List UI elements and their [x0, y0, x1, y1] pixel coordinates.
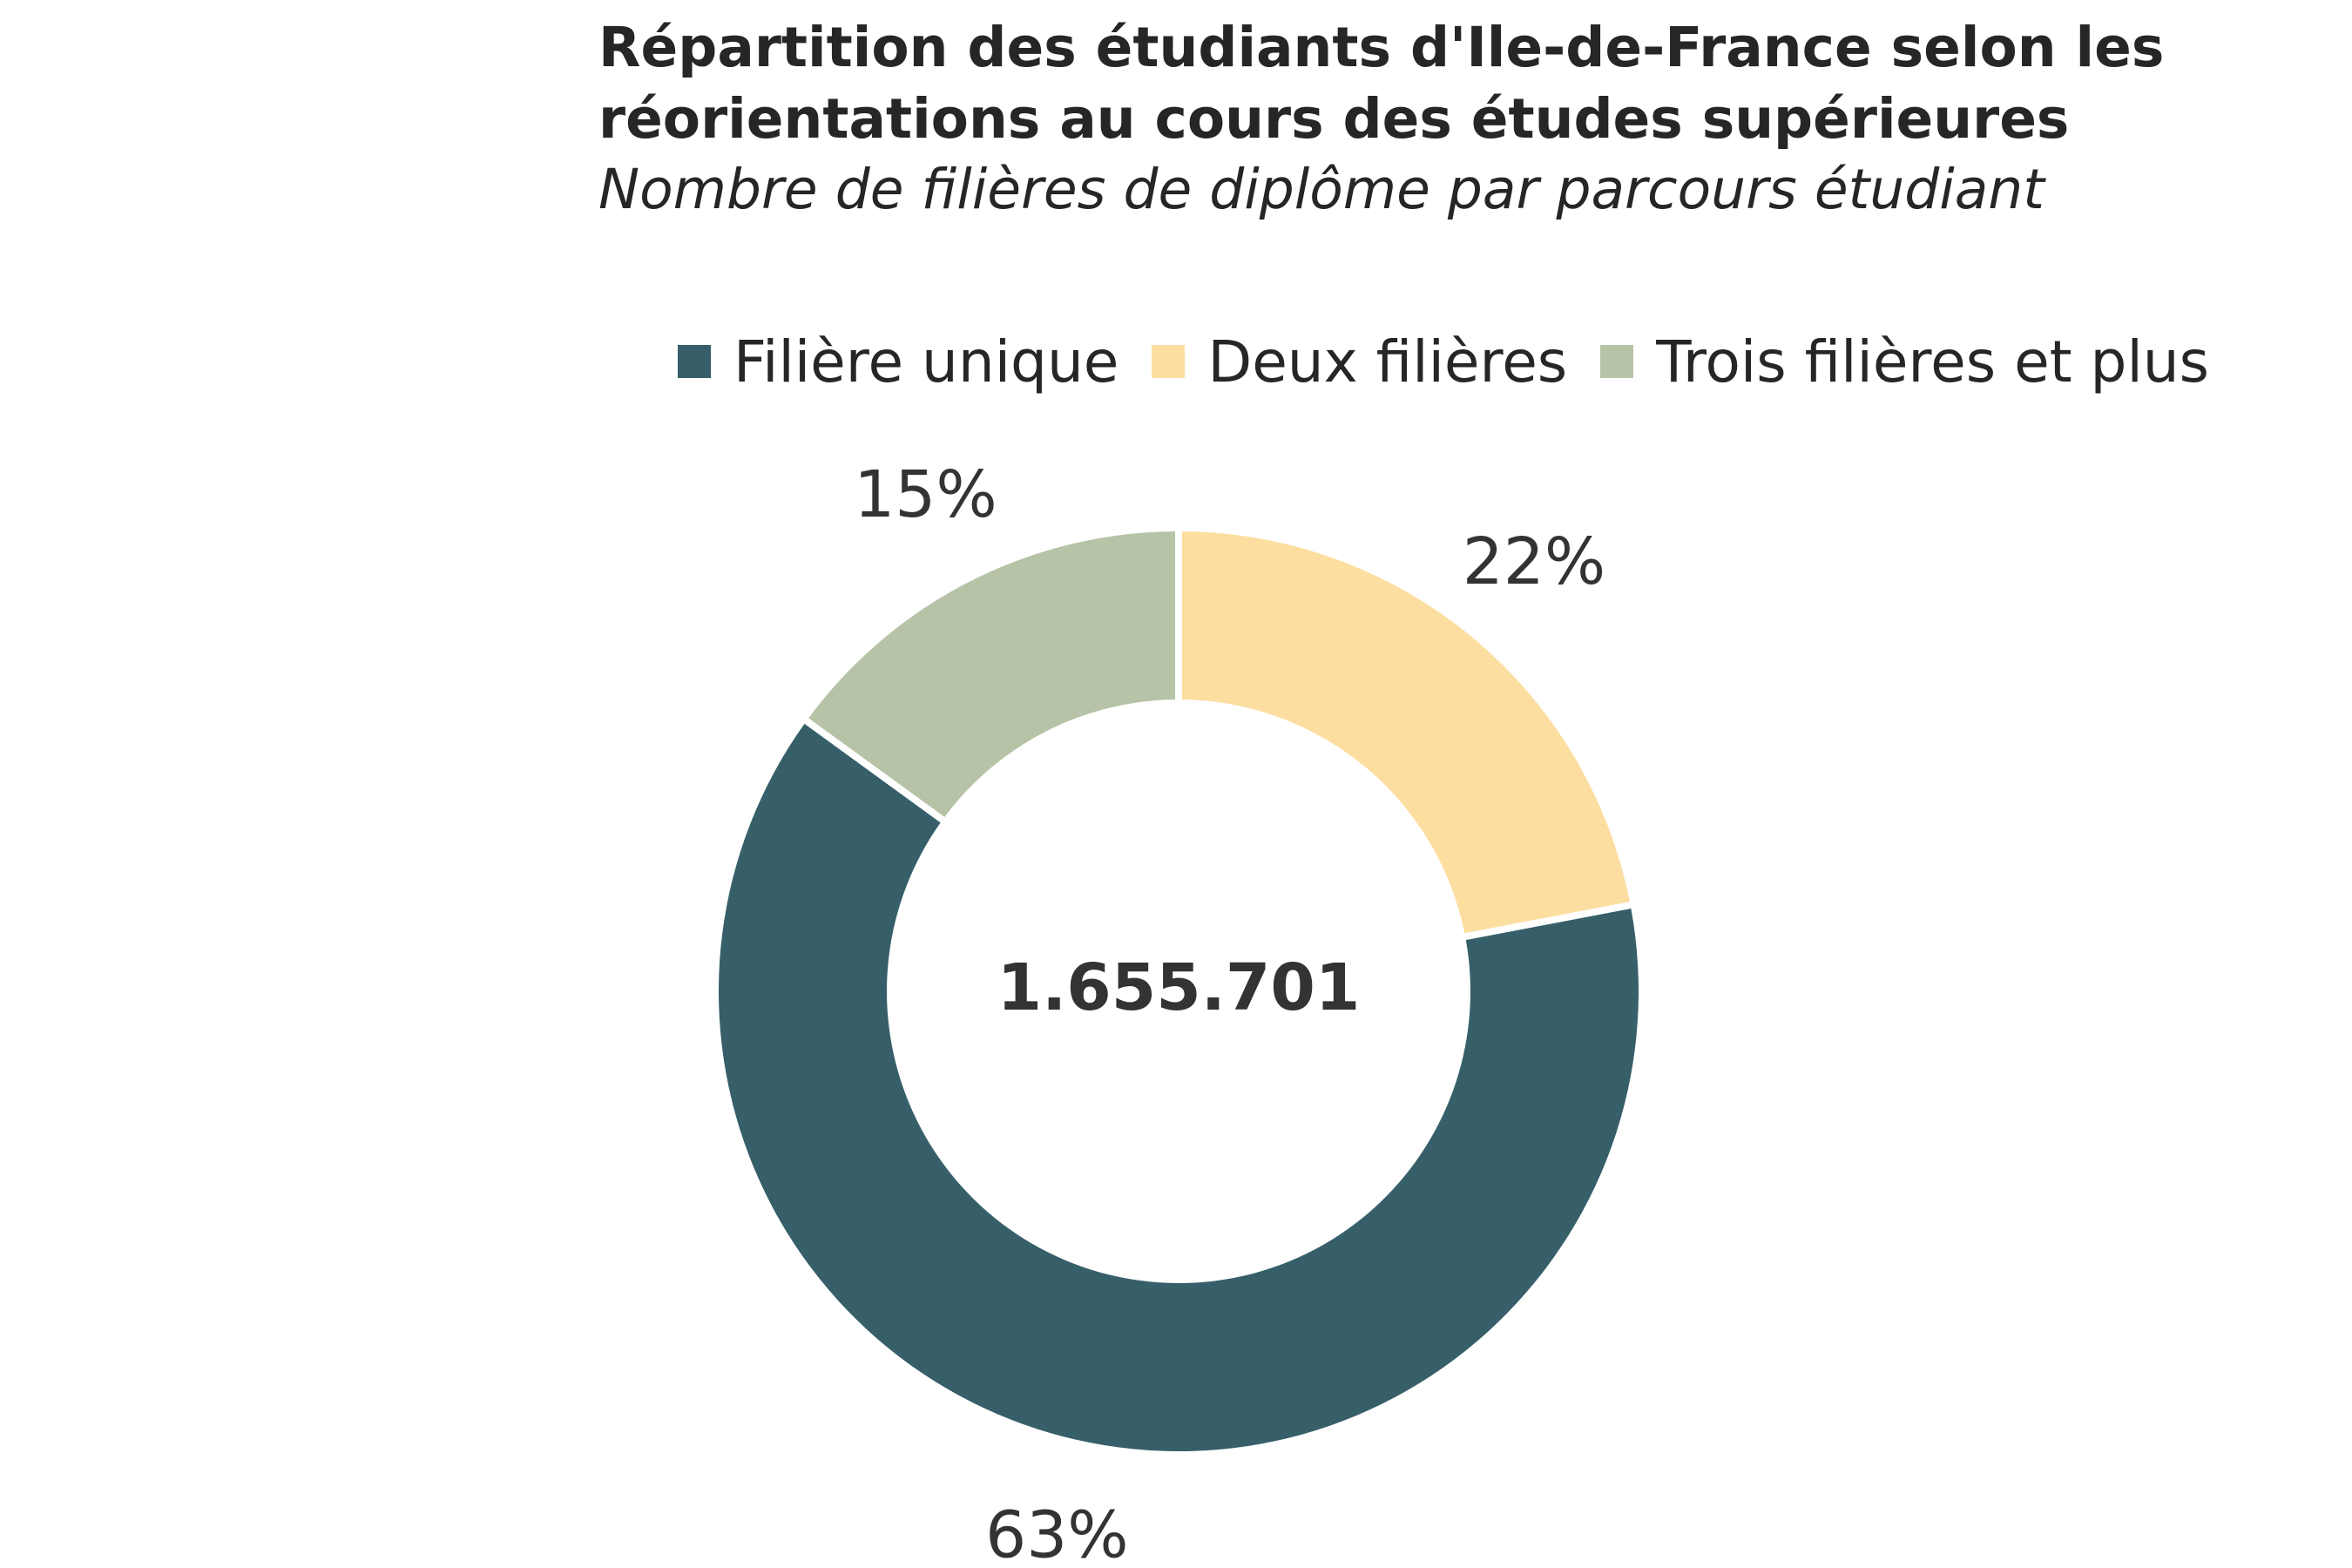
legend-swatch-trois-filieres	[1600, 345, 1634, 378]
legend-item-trois-filieres[interactable]: Trois filières et plus	[1600, 328, 2209, 395]
donut-slice-deux-filieres[interactable]	[1181, 531, 1630, 934]
legend-label-filiere-unique: Filière unique	[733, 328, 1119, 395]
donut-center-total: 1.655.701	[997, 950, 1361, 1025]
chart-title-line-2: réorientations au cours des études supér…	[598, 87, 2070, 151]
legend-item-filiere-unique[interactable]: Filière unique	[678, 328, 1119, 395]
chart-title-line-1: Répartition des étudiants d'Ile-de-Franc…	[598, 16, 2165, 79]
legend-swatch-filiere-unique	[678, 345, 711, 378]
chart-subtitle: Nombre de filières de diplôme par parcou…	[598, 158, 2044, 221]
legend-label-deux-filieres: Deux filières	[1207, 328, 1568, 395]
legend-label-trois-filieres: Trois filières et plus	[1656, 328, 2210, 395]
chart-header: Répartition des étudiants d'Ile-de-Franc…	[598, 12, 2341, 225]
donut-slice-trois-filieres-et-plus[interactable]	[808, 531, 1176, 817]
data-label-trois-filieres-et-plus: 15%	[854, 457, 997, 532]
chart-legend: Filière unique Deux filières Trois filiè…	[678, 322, 2209, 401]
data-label-filiere-unique: 63%	[985, 1498, 1128, 1568]
donut-labels: 22% 63% 15%	[854, 457, 1605, 1568]
legend-item-deux-filieres[interactable]: Deux filières	[1152, 328, 1567, 395]
donut-slice-filiere-unique[interactable]	[719, 723, 1639, 1451]
legend-swatch-deux-filieres	[1152, 345, 1186, 378]
donut-slices	[719, 531, 1639, 1451]
data-label-deux-filieres: 22%	[1463, 524, 1605, 599]
